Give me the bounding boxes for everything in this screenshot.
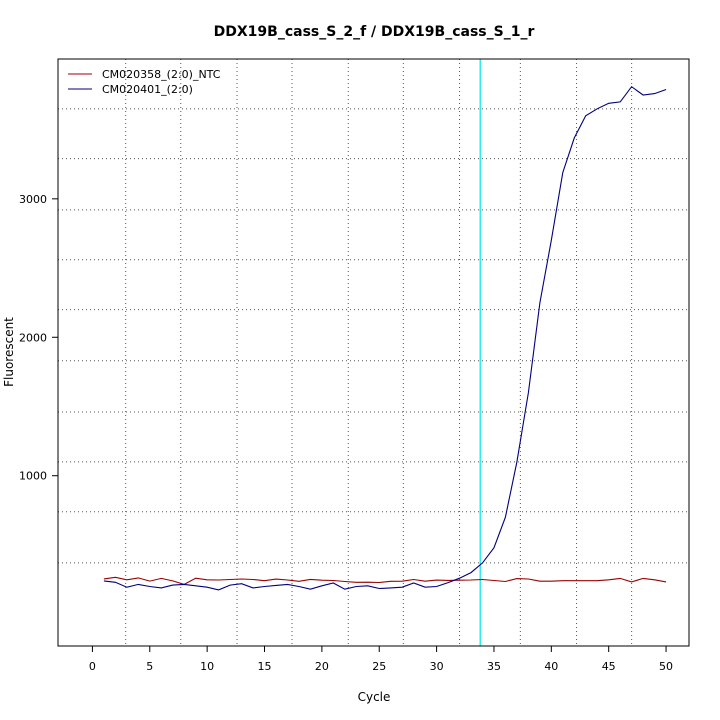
chart-title: DDX19B_cass_S_2_f / DDX19B_cass_S_1_r <box>214 24 535 40</box>
legend-label-1: CM020358_(2:0)_NTC <box>102 68 221 81</box>
series-layer <box>103 85 667 591</box>
x-tick-label-5: 5 <box>146 660 153 673</box>
x-tick-label-40: 40 <box>544 660 558 673</box>
x-tick-label-50: 50 <box>659 660 673 673</box>
y-axis-label: Fluorescent <box>2 317 16 387</box>
series-line-2 <box>103 85 667 591</box>
legend-label-2: CM020401_(2:0) <box>102 83 193 96</box>
y-tick-label-2000: 2000 <box>19 331 47 344</box>
grid <box>58 59 689 646</box>
plot-frame <box>57 58 690 647</box>
x-axis: 0 5 10 15 20 25 30 35 40 45 50 <box>89 645 673 673</box>
y-tick-label-1000: 1000 <box>19 470 47 483</box>
x-tick-label-25: 25 <box>372 660 386 673</box>
series-line-1 <box>103 576 667 585</box>
x-tick-label-10: 10 <box>200 660 214 673</box>
x-tick-label-15: 15 <box>258 660 272 673</box>
x-axis-label: Cycle <box>358 690 391 704</box>
x-tick-label-0: 0 <box>89 660 96 673</box>
x-tick-label-45: 45 <box>602 660 616 673</box>
x-tick-label-30: 30 <box>430 660 444 673</box>
y-tick-label-3000: 3000 <box>19 193 47 206</box>
y-axis: 1000 2000 3000 <box>19 193 58 483</box>
x-tick-label-35: 35 <box>487 660 501 673</box>
legend: CM020358_(2:0)_NTC CM020401_(2:0) <box>68 68 221 96</box>
x-tick-label-20: 20 <box>315 660 329 673</box>
